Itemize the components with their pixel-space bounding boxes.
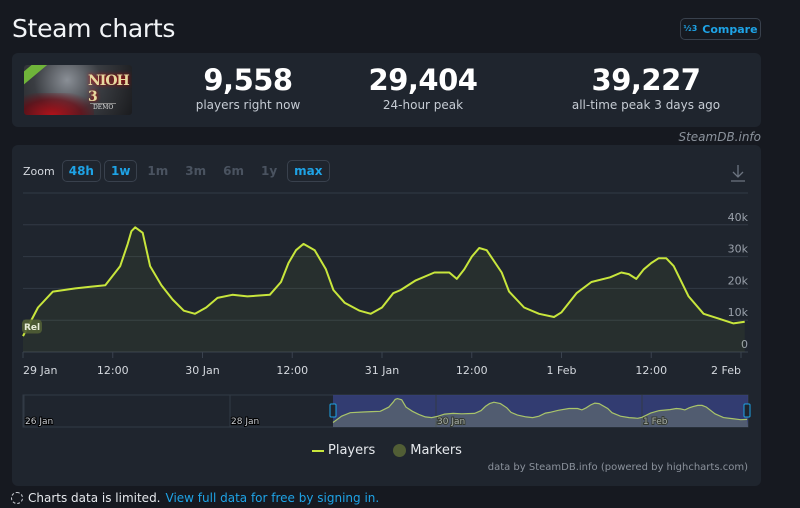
navigator-handle[interactable] [329, 403, 337, 418]
x-tick-label: 29 Jan [23, 364, 57, 377]
x-tick-label: 1 Feb [547, 364, 577, 377]
game-logo: NIOH 3 [88, 73, 130, 105]
loading-icon [11, 492, 23, 504]
navigator-area [333, 398, 748, 427]
line-icon [312, 449, 324, 452]
navigator-tick-label: 28 Jan [231, 417, 259, 427]
zoom-1w[interactable]: 1w [103, 160, 138, 182]
compare-button[interactable]: ½3 Compare [680, 18, 761, 40]
navigator-line [332, 397, 748, 423]
zoom-1m[interactable]: 1m [147, 164, 169, 178]
marker-label: Rel [24, 323, 40, 333]
chart-credit: data by SteamDB.info (powered by highcha… [487, 462, 748, 473]
zoom-3m[interactable]: 3m [185, 164, 207, 178]
compare-label: Compare [702, 22, 758, 36]
zoom-48h[interactable]: 48h [61, 160, 101, 182]
series-line-players [22, 226, 745, 337]
y-tick-label: 10k [728, 306, 749, 319]
zoom-label: Zoom [23, 164, 55, 178]
zoom-max[interactable]: max [287, 160, 330, 182]
x-tick-label: 2 Feb [711, 364, 741, 377]
navigator-handle[interactable] [743, 403, 751, 418]
zoom-selector: Zoom 48h 1w 1m 3m 6m 1y max [23, 160, 330, 182]
sign-in-link[interactable]: View full data for free by signing in. [165, 491, 380, 505]
stat-current: 9,558 players right now [195, 63, 301, 112]
legend-players[interactable]: Players [312, 443, 375, 458]
x-tick-label: 31 Jan [365, 364, 399, 377]
navigator-tick-label: 26 Jan [25, 417, 53, 427]
x-tick-label: 12:00 [97, 364, 129, 377]
stat-24h-peak: 29,404 24-hour peak [368, 63, 478, 112]
limited-notice: Charts data is limited. View full data f… [11, 491, 379, 505]
watermark: SteamDB.info [678, 130, 761, 144]
zoom-6m[interactable]: 6m [223, 164, 244, 178]
game-thumbnail[interactable]: NIOH 3 DEMO [24, 65, 132, 115]
series-area [23, 227, 745, 352]
x-tick-label: 12:00 [276, 364, 308, 377]
navigator-tick-label: 30 Jan [437, 417, 465, 427]
x-tick-label: 12:00 [456, 364, 488, 377]
x-tick-label: 12:00 [635, 364, 667, 377]
x-tick-label: 30 Jan [185, 364, 219, 377]
chart-panel [12, 145, 761, 486]
navigator-tick-label: 1 Feb [643, 417, 668, 427]
y-tick-label: 30k [728, 243, 749, 256]
zoom-1y[interactable]: 1y [260, 164, 278, 178]
download-icon[interactable] [730, 164, 746, 182]
y-tick-label: 40k [728, 211, 749, 224]
legend-markers[interactable]: Markers [393, 443, 462, 458]
one-two-three-icon: ½3 [683, 24, 698, 33]
legend: Players Markers [312, 443, 462, 458]
y-tick-label: 0 [741, 338, 748, 351]
stat-all-time-peak: 39,227 all-time peak 3 days ago [571, 63, 721, 112]
page-title: Steam charts [12, 14, 176, 43]
marker-release [22, 319, 42, 334]
stats-panel: NIOH 3 DEMO 9,558 players right now 29,40… [12, 53, 761, 127]
marker-icon [393, 444, 407, 457]
y-tick-label: 20k [728, 274, 749, 287]
